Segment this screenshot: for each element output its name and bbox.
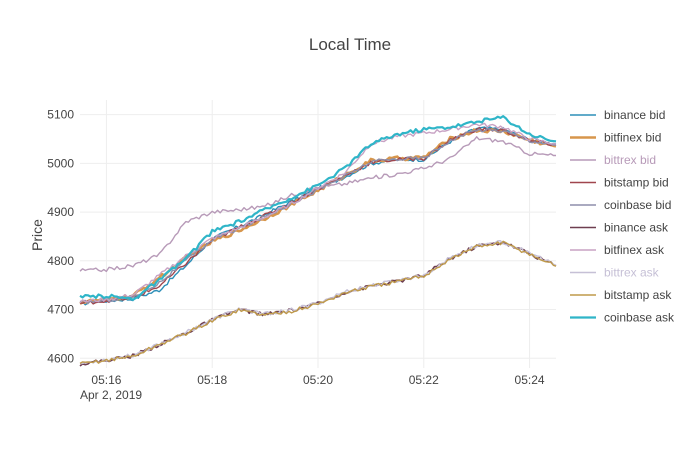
legend-item-bitstamp-ask[interactable]: bitstamp ask <box>570 288 672 302</box>
legend-label: binance bid <box>604 108 665 122</box>
legend-item-bittrex-ask[interactable]: bittrex ask <box>570 266 660 280</box>
y-tick-label: 4600 <box>47 351 74 365</box>
series-line-coinbase-ask <box>79 114 557 301</box>
y-axis-ticks: 4600 4700 4800 4900 5000 5100 <box>47 108 74 366</box>
legend-item-binance-ask[interactable]: binance ask <box>570 221 669 235</box>
gridlines <box>80 100 556 368</box>
legend-label: bittrex bid <box>604 153 656 167</box>
y-tick-label: 4900 <box>47 205 74 219</box>
legend-item-bitfinex-ask[interactable]: bitfinex ask <box>570 243 665 257</box>
legend-label: bitfinex ask <box>604 243 665 257</box>
legend-label: bitstamp ask <box>604 288 672 302</box>
legend-item-bittrex-bid[interactable]: bittrex bid <box>570 153 656 167</box>
y-tick-label: 5000 <box>47 156 74 170</box>
y-axis-title: Price <box>29 219 45 251</box>
legend-label: coinbase ask <box>604 311 675 325</box>
x-tick-label: 05:20 <box>303 373 333 387</box>
x-tick-label: 05:24 <box>515 373 545 387</box>
x-tick-label: 05:18 <box>197 373 227 387</box>
y-tick-label: 5100 <box>47 108 74 122</box>
legend-label: bitfinex bid <box>604 131 661 145</box>
legend-item-binance-bid[interactable]: binance bid <box>570 108 665 122</box>
x-axis-ticks: 05:16 05:18 05:20 05:22 05:24 <box>91 373 544 387</box>
legend-label: bittrex ask <box>604 266 660 280</box>
legend-label: bitstamp bid <box>604 176 669 190</box>
y-tick-label: 4800 <box>47 254 74 268</box>
legend-item-coinbase-bid[interactable]: coinbase bid <box>570 198 671 212</box>
legend-label: coinbase bid <box>604 198 671 212</box>
x-axis-date-label: Apr 2, 2019 <box>80 388 142 402</box>
x-tick-label: 05:22 <box>409 373 439 387</box>
series-line-bitstamp-ask <box>79 240 557 365</box>
x-tick-label: 05:16 <box>91 373 121 387</box>
legend-item-coinbase-ask[interactable]: coinbase ask <box>570 311 675 325</box>
legend[interactable]: binance bid bitfinex bid bittrex bid bitsta… <box>570 108 675 325</box>
legend-item-bitfinex-bid[interactable]: bitfinex bid <box>570 131 661 145</box>
legend-item-bitstamp-bid[interactable]: bitstamp bid <box>570 176 669 190</box>
series-line-bitfinex-ask <box>79 122 557 304</box>
legend-label: binance ask <box>604 221 669 235</box>
series-lines <box>79 114 557 367</box>
y-tick-label: 4700 <box>47 303 74 317</box>
chart-title: Local Time <box>309 35 391 54</box>
